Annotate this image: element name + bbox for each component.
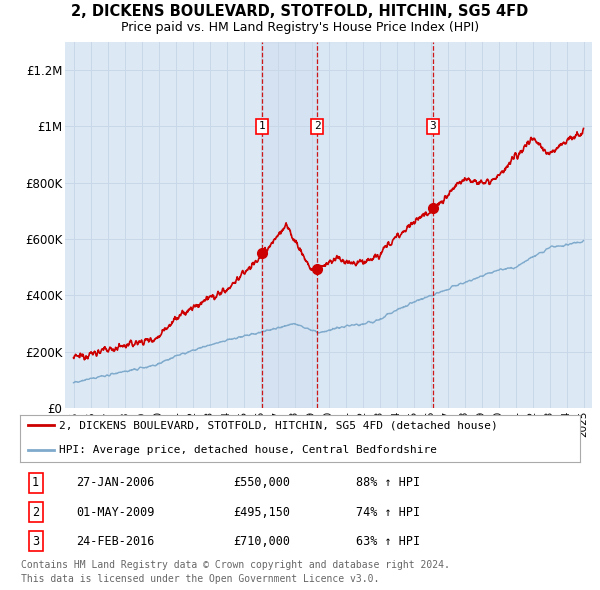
Text: 2, DICKENS BOULEVARD, STOTFOLD, HITCHIN, SG5 4FD: 2, DICKENS BOULEVARD, STOTFOLD, HITCHIN,… [71,4,529,19]
Text: Price paid vs. HM Land Registry's House Price Index (HPI): Price paid vs. HM Land Registry's House … [121,21,479,34]
Text: 27-JAN-2006: 27-JAN-2006 [76,477,154,490]
Text: 74% ↑ HPI: 74% ↑ HPI [356,506,420,519]
Text: This data is licensed under the Open Government Licence v3.0.: This data is licensed under the Open Gov… [21,574,379,584]
Bar [317,42,433,408]
Text: 24-FEB-2016: 24-FEB-2016 [76,535,154,548]
Text: 63% ↑ HPI: 63% ↑ HPI [356,535,420,548]
Text: HPI: Average price, detached house, Central Bedfordshire: HPI: Average price, detached house, Cent… [59,445,437,455]
Text: 2: 2 [32,506,39,519]
Text: 1: 1 [32,477,39,490]
Text: £495,150: £495,150 [233,506,290,519]
Text: 3: 3 [32,535,39,548]
Text: Contains HM Land Registry data © Crown copyright and database right 2024.: Contains HM Land Registry data © Crown c… [21,560,450,570]
Text: 01-MAY-2009: 01-MAY-2009 [76,506,154,519]
Bar [262,42,317,408]
Text: 88% ↑ HPI: 88% ↑ HPI [356,477,420,490]
Text: 2: 2 [314,122,320,132]
Text: 2, DICKENS BOULEVARD, STOTFOLD, HITCHIN, SG5 4FD (detached house): 2, DICKENS BOULEVARD, STOTFOLD, HITCHIN,… [59,420,498,430]
Text: 1: 1 [259,122,265,132]
Text: £550,000: £550,000 [233,477,290,490]
Text: £710,000: £710,000 [233,535,290,548]
Text: 3: 3 [430,122,436,132]
